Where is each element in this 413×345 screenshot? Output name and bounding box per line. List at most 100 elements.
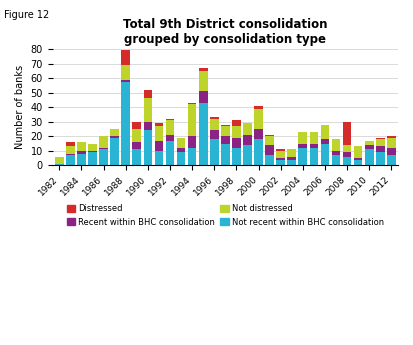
Bar bbox=[232, 126, 241, 138]
Bar bbox=[154, 151, 163, 165]
Bar bbox=[354, 159, 363, 165]
Bar bbox=[110, 138, 119, 165]
Bar bbox=[77, 151, 86, 154]
Bar bbox=[343, 157, 351, 165]
Bar bbox=[276, 158, 285, 159]
Bar bbox=[221, 144, 230, 165]
Bar bbox=[299, 148, 307, 165]
Bar bbox=[210, 139, 218, 165]
Bar bbox=[99, 148, 108, 149]
Bar bbox=[343, 122, 351, 145]
Bar bbox=[354, 146, 363, 158]
Bar bbox=[387, 138, 396, 148]
Bar bbox=[387, 155, 396, 165]
Bar bbox=[199, 103, 207, 165]
Bar bbox=[166, 119, 174, 120]
Bar bbox=[343, 152, 351, 157]
Bar bbox=[254, 106, 263, 109]
Bar bbox=[166, 120, 174, 135]
Bar bbox=[188, 104, 197, 136]
Bar bbox=[332, 155, 340, 165]
Bar bbox=[66, 154, 75, 155]
Bar bbox=[210, 130, 218, 139]
Title: Total 9th District consolidation
grouped by consolidation type: Total 9th District consolidation grouped… bbox=[123, 18, 328, 47]
Bar bbox=[154, 126, 163, 141]
Bar bbox=[88, 144, 97, 151]
Bar bbox=[320, 139, 329, 144]
Bar bbox=[276, 159, 285, 165]
Bar bbox=[99, 136, 108, 148]
Bar bbox=[110, 129, 119, 136]
Bar bbox=[199, 91, 207, 103]
Bar bbox=[154, 123, 163, 126]
Bar bbox=[210, 119, 218, 130]
Bar bbox=[121, 50, 130, 65]
Bar bbox=[365, 145, 373, 149]
Bar bbox=[320, 125, 329, 139]
Bar bbox=[55, 164, 64, 165]
Bar bbox=[77, 154, 86, 165]
Bar bbox=[332, 139, 340, 151]
Bar bbox=[177, 138, 185, 148]
Bar bbox=[343, 145, 351, 152]
Bar bbox=[55, 157, 64, 164]
Bar bbox=[188, 136, 197, 148]
Bar bbox=[66, 146, 75, 154]
Bar bbox=[287, 149, 296, 157]
Legend: Distressed, Recent within BHC consolidation, Not distressed, Not recent within B: Distressed, Recent within BHC consolidat… bbox=[66, 204, 384, 227]
Bar bbox=[88, 152, 97, 165]
Bar bbox=[376, 139, 385, 146]
Bar bbox=[99, 149, 108, 165]
Bar bbox=[66, 142, 75, 146]
Bar bbox=[299, 144, 307, 148]
Bar bbox=[243, 135, 252, 145]
Bar bbox=[144, 90, 152, 98]
Bar bbox=[354, 158, 363, 159]
Bar bbox=[310, 148, 318, 165]
Bar bbox=[221, 126, 230, 136]
Bar bbox=[376, 146, 385, 152]
Bar bbox=[365, 149, 373, 165]
Bar bbox=[299, 132, 307, 144]
Bar bbox=[365, 141, 373, 145]
Bar bbox=[133, 142, 141, 149]
Bar bbox=[199, 71, 207, 91]
Bar bbox=[276, 151, 285, 158]
Bar bbox=[265, 145, 274, 155]
Bar bbox=[210, 117, 218, 119]
Bar bbox=[265, 136, 274, 145]
Bar bbox=[276, 149, 285, 151]
Bar bbox=[154, 141, 163, 151]
Bar bbox=[376, 138, 385, 139]
Bar bbox=[188, 148, 197, 165]
Bar bbox=[221, 125, 230, 126]
Bar bbox=[376, 152, 385, 165]
Bar bbox=[177, 148, 185, 152]
Bar bbox=[254, 129, 263, 139]
Y-axis label: Number of banks: Number of banks bbox=[15, 65, 25, 149]
Bar bbox=[310, 144, 318, 148]
Bar bbox=[144, 130, 152, 165]
Bar bbox=[188, 103, 197, 104]
Bar bbox=[243, 145, 252, 165]
Bar bbox=[121, 80, 130, 82]
Bar bbox=[310, 132, 318, 144]
Bar bbox=[77, 142, 86, 151]
Bar bbox=[121, 65, 130, 80]
Bar bbox=[332, 151, 340, 155]
Bar bbox=[177, 152, 185, 165]
Bar bbox=[243, 123, 252, 135]
Text: Figure 12: Figure 12 bbox=[4, 10, 50, 20]
Bar bbox=[265, 135, 274, 136]
Bar bbox=[387, 148, 396, 155]
Bar bbox=[387, 136, 396, 138]
Bar bbox=[133, 149, 141, 165]
Bar bbox=[254, 109, 263, 129]
Bar bbox=[287, 159, 296, 165]
Bar bbox=[144, 122, 152, 130]
Bar bbox=[144, 98, 152, 122]
Bar bbox=[66, 155, 75, 165]
Bar bbox=[320, 144, 329, 165]
Bar bbox=[287, 157, 296, 159]
Bar bbox=[232, 148, 241, 165]
